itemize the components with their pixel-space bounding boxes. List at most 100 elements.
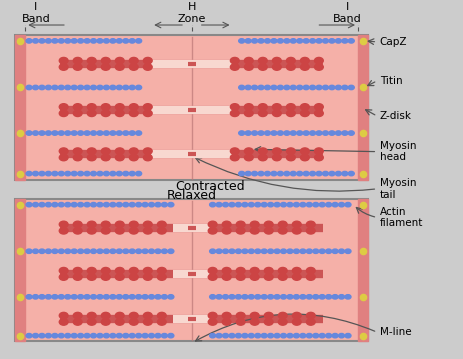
Circle shape — [87, 221, 96, 228]
Circle shape — [52, 295, 58, 299]
Circle shape — [293, 295, 299, 299]
Circle shape — [143, 148, 152, 154]
Circle shape — [143, 154, 152, 161]
Circle shape — [143, 110, 152, 117]
Circle shape — [348, 131, 353, 135]
Circle shape — [250, 312, 258, 319]
Circle shape — [244, 110, 253, 117]
Circle shape — [274, 202, 280, 207]
Circle shape — [267, 295, 273, 299]
Circle shape — [143, 57, 152, 64]
Circle shape — [244, 171, 250, 176]
Circle shape — [77, 202, 83, 207]
Circle shape — [129, 131, 135, 135]
Circle shape — [312, 249, 318, 253]
Circle shape — [110, 131, 116, 135]
Circle shape — [258, 148, 267, 154]
Text: Contracted: Contracted — [175, 180, 244, 193]
Circle shape — [296, 131, 302, 135]
Circle shape — [90, 171, 96, 176]
Circle shape — [101, 104, 110, 110]
Text: Myosin
head: Myosin head — [379, 141, 415, 162]
Circle shape — [315, 85, 321, 90]
Circle shape — [101, 154, 110, 161]
Circle shape — [264, 39, 270, 43]
Circle shape — [322, 171, 328, 176]
Circle shape — [59, 148, 68, 154]
Circle shape — [306, 202, 312, 207]
Circle shape — [77, 295, 83, 299]
Circle shape — [280, 249, 286, 253]
Circle shape — [116, 295, 122, 299]
Circle shape — [230, 57, 238, 64]
Circle shape — [58, 249, 64, 253]
Circle shape — [59, 274, 68, 280]
Circle shape — [116, 334, 122, 338]
Circle shape — [230, 154, 238, 161]
Circle shape — [293, 334, 299, 338]
Circle shape — [115, 64, 124, 70]
Circle shape — [32, 249, 38, 253]
Text: Relaxed: Relaxed — [167, 189, 216, 202]
Circle shape — [244, 104, 253, 110]
Circle shape — [73, 312, 82, 319]
Circle shape — [208, 228, 217, 234]
Circle shape — [129, 104, 138, 110]
Circle shape — [251, 39, 257, 43]
Circle shape — [58, 131, 64, 135]
Circle shape — [280, 202, 286, 207]
Circle shape — [277, 131, 283, 135]
Circle shape — [283, 85, 289, 90]
Circle shape — [341, 131, 347, 135]
Circle shape — [65, 295, 70, 299]
Circle shape — [293, 249, 299, 253]
Circle shape — [286, 110, 294, 117]
Circle shape — [302, 85, 308, 90]
Circle shape — [77, 334, 83, 338]
Circle shape — [248, 249, 254, 253]
Circle shape — [272, 104, 281, 110]
Circle shape — [272, 64, 281, 70]
Circle shape — [315, 39, 321, 43]
Circle shape — [258, 110, 267, 117]
Circle shape — [143, 274, 152, 280]
Text: I
Band: I Band — [332, 2, 361, 24]
Circle shape — [230, 104, 238, 110]
Circle shape — [26, 295, 32, 299]
Circle shape — [250, 267, 258, 274]
Circle shape — [261, 202, 267, 207]
Circle shape — [129, 274, 138, 280]
Circle shape — [143, 104, 152, 110]
Circle shape — [73, 154, 82, 161]
Circle shape — [257, 39, 263, 43]
Circle shape — [129, 39, 135, 43]
Circle shape — [322, 39, 328, 43]
Circle shape — [292, 319, 300, 325]
Circle shape — [348, 39, 353, 43]
Bar — [357, 35, 367, 180]
Circle shape — [129, 171, 135, 176]
Circle shape — [84, 295, 90, 299]
Circle shape — [84, 249, 90, 253]
Circle shape — [135, 85, 141, 90]
Circle shape — [73, 221, 82, 228]
Circle shape — [87, 154, 96, 161]
Circle shape — [101, 319, 110, 325]
Circle shape — [216, 202, 222, 207]
Circle shape — [73, 274, 82, 280]
Circle shape — [143, 64, 152, 70]
Circle shape — [87, 110, 96, 117]
Circle shape — [87, 104, 96, 110]
Circle shape — [272, 154, 281, 161]
Circle shape — [155, 249, 161, 253]
Circle shape — [110, 171, 116, 176]
Circle shape — [208, 274, 217, 280]
Circle shape — [52, 249, 58, 253]
Circle shape — [157, 312, 166, 319]
Circle shape — [222, 267, 231, 274]
Circle shape — [115, 221, 124, 228]
Circle shape — [52, 85, 58, 90]
Circle shape — [26, 249, 32, 253]
Circle shape — [161, 334, 167, 338]
Circle shape — [300, 154, 308, 161]
